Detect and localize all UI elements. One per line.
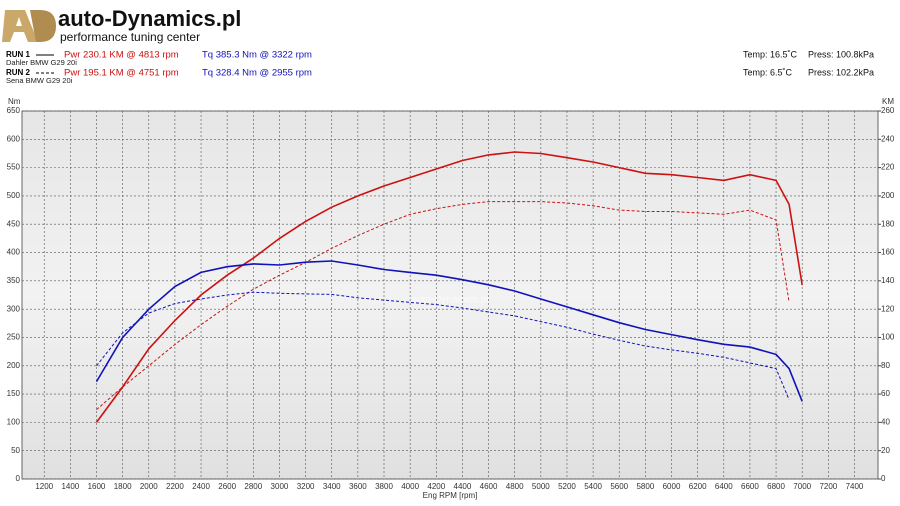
x-tick-label: 7400 — [846, 482, 864, 491]
run-torque: Tq 385.3 Nm @ 3322 rpm — [202, 50, 312, 61]
y-tick-label: 150 — [7, 389, 21, 398]
run-temp: Temp: 16.5˚C — [743, 49, 798, 59]
y2-tick-label: 140 — [881, 276, 895, 285]
y2-tick-label: 100 — [881, 333, 895, 342]
x-tick-label: 6600 — [741, 482, 759, 491]
x-tick-label: 1800 — [114, 482, 132, 491]
logo-icon — [2, 10, 38, 42]
y2-tick-label: 20 — [881, 446, 890, 455]
y2-tick-label: 160 — [881, 248, 895, 257]
y2-tick-label: 180 — [881, 219, 895, 228]
x-tick-label: 2000 — [140, 482, 158, 491]
y2-tick-label: 60 — [881, 389, 890, 398]
x-tick-label: 6200 — [689, 482, 707, 491]
y-tick-label: 600 — [7, 134, 21, 143]
y-tick-label: 350 — [7, 276, 21, 285]
y-tick-label: 0 — [16, 474, 21, 483]
x-tick-label: 6400 — [715, 482, 733, 491]
x-tick-label: 4000 — [401, 482, 419, 491]
x-tick-label: 3200 — [297, 482, 315, 491]
x-tick-label: 3800 — [375, 482, 393, 491]
y2-tick-label: 80 — [881, 361, 890, 370]
logo-icon — [30, 10, 56, 42]
y2-tick-label: 200 — [881, 191, 895, 200]
y2-tick-label: 260 — [881, 106, 895, 115]
y-tick-label: 200 — [7, 361, 21, 370]
run-temp: Temp: 6.5˚C — [743, 67, 793, 77]
x-tick-label: 2600 — [218, 482, 236, 491]
x-tick-label: 6000 — [663, 482, 681, 491]
y2-tick-label: 120 — [881, 304, 895, 313]
y-tick-label: 250 — [7, 333, 21, 342]
y-tick-label: 650 — [7, 106, 21, 115]
y2-tick-label: 220 — [881, 163, 895, 172]
y-tick-label: 400 — [7, 248, 21, 257]
x-tick-label: 5200 — [558, 482, 576, 491]
x-tick-label: 3600 — [349, 482, 367, 491]
tagline: performance tuning center — [60, 30, 200, 44]
y-tick-label: 550 — [7, 163, 21, 172]
y2-tick-label: 40 — [881, 417, 890, 426]
x-tick-label: 1600 — [88, 482, 106, 491]
series-line — [96, 201, 790, 410]
x-tick-label: 5400 — [584, 482, 602, 491]
x-tick-label: 3000 — [271, 482, 289, 491]
run-vehicle: Dahler BMW G29 20i — [6, 58, 77, 67]
y-tick-label: 300 — [7, 304, 21, 313]
x-tick-label: 4200 — [427, 482, 445, 491]
series-line — [95, 151, 803, 423]
x-tick-label: 2400 — [192, 482, 210, 491]
y2-axis-label: KM — [882, 97, 894, 106]
x-tick-label: 4400 — [454, 482, 472, 491]
x-tick-label: 7000 — [793, 482, 811, 491]
y-tick-label: 100 — [7, 417, 21, 426]
x-tick-label: 6800 — [767, 482, 785, 491]
y2-tick-label: 0 — [881, 474, 886, 483]
run-power: Pwr 230.1 KM @ 4813 rpm — [64, 50, 179, 61]
run-power: Pwr 195.1 KM @ 4751 rpm — [64, 68, 179, 79]
run-vehicle: Sena BMW G29 20i — [6, 76, 73, 85]
run-press: Press: 100.8kPa — [808, 49, 874, 59]
run-label: RUN 1 — [6, 50, 31, 59]
x-tick-label: 2800 — [244, 482, 262, 491]
brand: auto-Dynamics.pl — [58, 6, 241, 31]
watermark: auto-Dynamics.pl — [411, 295, 488, 306]
series-line — [95, 260, 803, 402]
y-tick-label: 500 — [7, 191, 21, 200]
run-torque: Tq 328.4 Nm @ 2955 rpm — [202, 68, 312, 79]
x-tick-label: 5600 — [610, 482, 628, 491]
x-tick-label: 5000 — [532, 482, 550, 491]
x-tick-label: 3400 — [323, 482, 341, 491]
x-tick-label: 7200 — [819, 482, 837, 491]
run-press: Press: 102.2kPa — [808, 67, 874, 77]
y-axis-label: Nm — [8, 97, 21, 106]
x-axis-label: Eng RPM [rpm] — [423, 491, 478, 500]
series-line — [96, 291, 790, 400]
y-tick-label: 50 — [11, 446, 20, 455]
x-tick-label: 1200 — [35, 482, 53, 491]
x-tick-label: 1400 — [61, 482, 79, 491]
x-tick-label: 5800 — [636, 482, 654, 491]
y2-tick-label: 240 — [881, 134, 895, 143]
y-tick-label: 450 — [7, 219, 21, 228]
x-tick-label: 4600 — [480, 482, 498, 491]
x-tick-label: 4800 — [506, 482, 524, 491]
run-label: RUN 2 — [6, 68, 31, 77]
x-tick-label: 2200 — [166, 482, 184, 491]
